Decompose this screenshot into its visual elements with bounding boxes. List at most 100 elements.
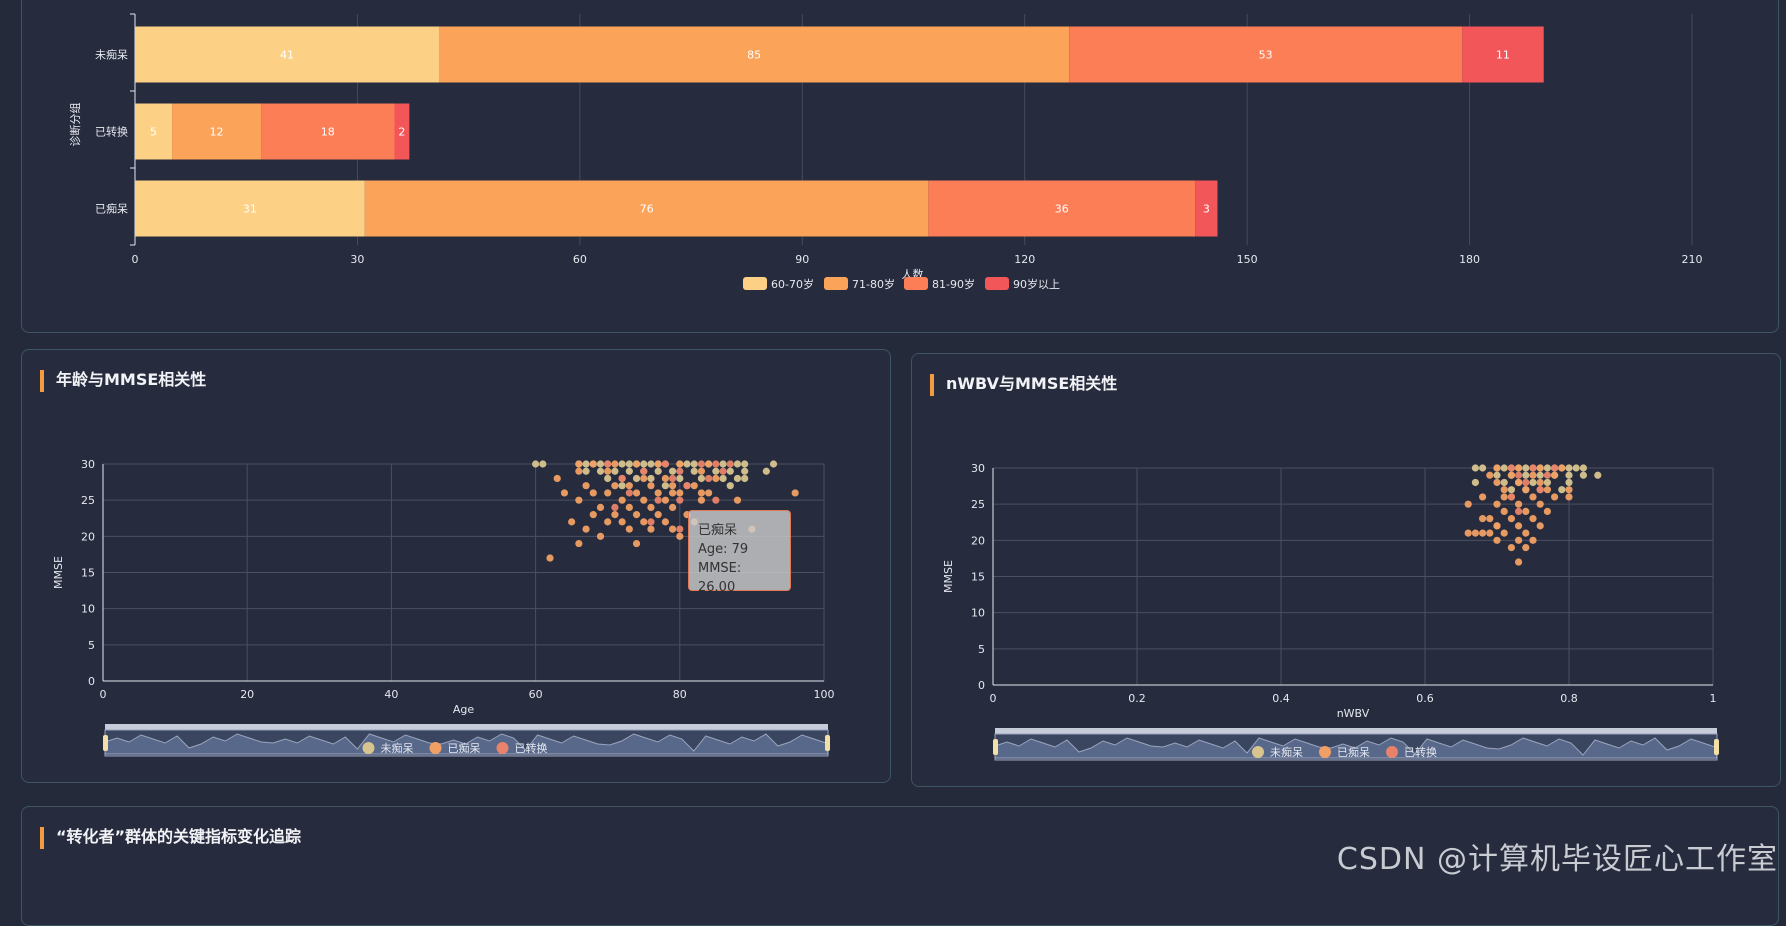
x-tick-label: 80	[673, 688, 687, 701]
scatter-point	[661, 474, 669, 483]
scatter-point	[611, 460, 619, 468]
scatter-point	[1493, 464, 1501, 472]
scatter-point	[625, 503, 633, 511]
scatter-point	[589, 460, 597, 468]
scatter-point	[683, 460, 691, 468]
bar-value-label: 53	[1259, 49, 1273, 62]
scatter-point	[676, 474, 684, 483]
bar-segment	[1069, 26, 1463, 83]
bar-value-label: 41	[280, 49, 294, 62]
legend-label: 90岁以上	[1013, 277, 1060, 291]
scatter-point	[618, 474, 626, 483]
scatter-point	[676, 460, 684, 468]
scatter-point	[733, 474, 742, 483]
scatter-point	[1515, 478, 1523, 487]
scatter-point	[1529, 493, 1537, 501]
scatter-point	[1500, 486, 1508, 494]
bar-segment	[1462, 26, 1544, 83]
x-tick-label: 20	[240, 688, 254, 701]
bar-segment	[261, 103, 395, 160]
scatter-point	[539, 460, 547, 468]
x-tick-label: 210	[1682, 253, 1703, 266]
scatter-point	[661, 482, 669, 490]
scatter-point	[1536, 522, 1544, 530]
legend-label: 71-80岁	[852, 277, 895, 291]
x-tick-label: 120	[1014, 253, 1035, 266]
scatter-point	[632, 460, 641, 468]
scatter-point	[575, 467, 583, 475]
scatter-point	[1543, 507, 1551, 515]
scatter-point	[661, 496, 669, 504]
x-tick-label: 180	[1459, 253, 1480, 266]
bar-segment	[172, 103, 262, 160]
scatter-point	[1507, 486, 1515, 494]
scatter-point	[1507, 493, 1515, 501]
x-tick-label: 150	[1237, 253, 1258, 266]
tooltip-group: 已痴呆	[698, 523, 738, 538]
scatter-point	[632, 474, 641, 483]
scatter-point	[625, 482, 633, 490]
scatter-point	[668, 489, 677, 497]
scatter-point	[1471, 529, 1479, 537]
scatter-point	[1565, 464, 1573, 472]
y-tick-label: 10	[81, 603, 95, 616]
scatter-point	[741, 460, 749, 468]
scatter-point	[1500, 464, 1508, 472]
zoom-slider-bar	[105, 724, 828, 730]
y-tick-label: 25	[971, 498, 985, 511]
scatter-point	[1565, 471, 1573, 479]
x-tick-label: 40	[384, 688, 398, 701]
scatter-point	[733, 460, 742, 468]
scatter-point	[596, 467, 605, 475]
scatter-point	[1507, 464, 1515, 472]
scatter-point	[1493, 522, 1501, 530]
scatter-point	[1507, 471, 1515, 479]
scatter-point	[618, 482, 626, 490]
y-tick-label: 30	[81, 458, 95, 471]
y-axis-title: MMSE	[52, 556, 65, 589]
y-tick-label: 5	[978, 643, 985, 656]
zoom-slider-preview	[994, 737, 1718, 759]
scatter-point	[1579, 471, 1587, 479]
scatter-point	[705, 474, 713, 483]
scatter-point	[575, 496, 583, 504]
y-tick-label: 20	[971, 534, 985, 547]
scatter-point	[1507, 543, 1515, 552]
scatter-point	[719, 467, 727, 475]
scatter-point	[604, 489, 612, 497]
scatter-point	[1565, 486, 1573, 494]
x-tick-label: 0.4	[1272, 692, 1290, 705]
bar-value-label: 76	[640, 203, 654, 216]
scatter-point	[582, 525, 590, 533]
scatter-point	[1522, 471, 1530, 479]
scatter-point	[697, 489, 706, 497]
scatter-point	[1522, 464, 1530, 472]
scatter-point	[697, 460, 706, 468]
scatter-point	[532, 460, 540, 468]
tooltip-mmse: MMSE: 26.00	[698, 561, 742, 595]
age-distribution-bar-chart: 0 30 60 90 120 150 180 210 未痴呆 41 85 53 11 已转换 5 12 18 2 已…	[68, 13, 1703, 291]
scatter-point	[1543, 478, 1551, 487]
scatter-point	[1565, 478, 1573, 487]
legend-swatch	[743, 277, 767, 290]
scatter-point	[1493, 471, 1501, 479]
bar-segment	[135, 103, 173, 160]
bar-value-label: 3	[1203, 203, 1210, 216]
scatter-point	[1536, 478, 1544, 487]
scatter-point	[668, 467, 677, 475]
scatter-point	[676, 496, 684, 504]
scatter-point	[575, 539, 583, 548]
scatter-point	[1471, 478, 1479, 487]
scatter-point	[625, 525, 633, 533]
bar-segment	[135, 26, 439, 83]
x-tick-label: 0.2	[1128, 692, 1146, 705]
scatter-point	[654, 496, 662, 504]
scatter-point	[676, 467, 684, 475]
scatter-point	[1522, 543, 1530, 552]
scatter-point	[690, 467, 698, 475]
scatter-point	[726, 460, 734, 468]
age-distribution-panel: 0 30 60 90 120 150 180 210 未痴呆 41 85 53 11 已转换 5 12 18 2 已…	[21, 0, 1779, 333]
scatter-point	[596, 532, 605, 540]
scatter-point	[1536, 464, 1544, 472]
legend-label: 60-70岁	[771, 277, 814, 291]
